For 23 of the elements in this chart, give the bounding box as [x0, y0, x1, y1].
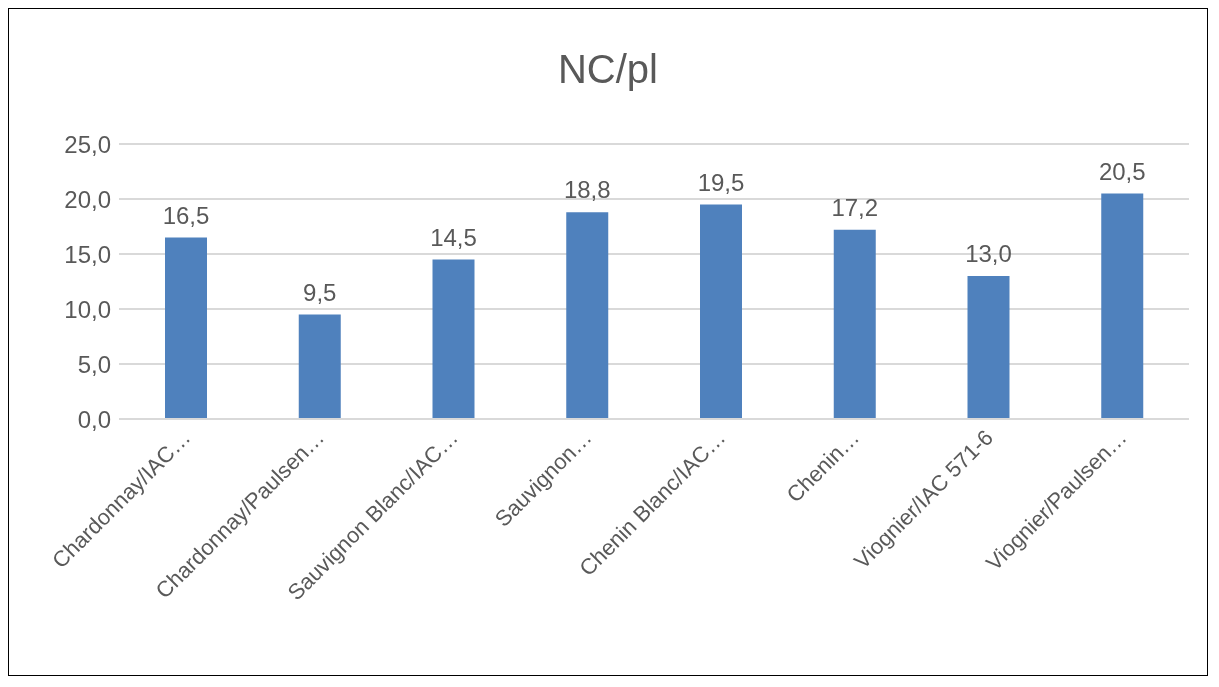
y-tick-label: 15,0 — [64, 240, 111, 268]
data-label: 14,5 — [430, 223, 477, 251]
y-tick-label: 20,0 — [64, 185, 111, 213]
data-label: 20,5 — [1098, 157, 1146, 185]
bar — [298, 314, 341, 419]
bar — [432, 259, 475, 419]
bar — [967, 276, 1010, 419]
bar — [833, 229, 876, 419]
bar — [165, 237, 207, 419]
y-tick-label: 25,0 — [64, 130, 111, 158]
data-label: 13,0 — [965, 240, 1012, 267]
y-tick-label: 0,0 — [77, 405, 111, 433]
data-label: 19,5 — [697, 168, 745, 196]
data-label: 18,8 — [563, 176, 611, 204]
data-label: 16,5 — [162, 201, 210, 229]
bar — [566, 212, 609, 419]
y-tick-label: 10,0 — [64, 295, 111, 323]
bar — [1101, 193, 1144, 419]
bar — [700, 204, 742, 419]
data-label: 9,5 — [303, 278, 337, 306]
y-tick-label: 5,0 — [77, 350, 111, 378]
chart-title: NC/pl — [557, 47, 659, 92]
data-label: 17,2 — [831, 193, 879, 221]
